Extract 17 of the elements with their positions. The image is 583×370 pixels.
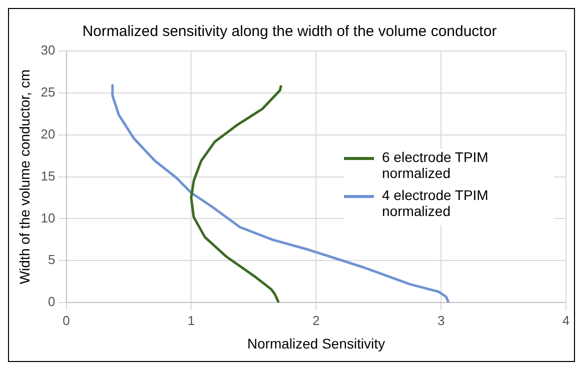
x-tick-label: 3 [437,312,445,328]
chart-title: Normalized sensitivity along the width of the volume conductor [82,23,497,40]
y-tick-label: 15 [40,168,56,184]
y-tick-label: 30 [40,42,56,58]
x-tick-label: 2 [312,312,320,328]
x-tick-label: 4 [562,312,570,328]
legend-label: 4 electrode TPIM normalized [382,187,490,219]
x-tick-label: 1 [188,312,195,328]
y-tick-label: 25 [40,84,56,100]
y-tick-label: 5 [48,252,56,268]
x-axis-title: Normalized Sensitivity [247,335,385,352]
y-tick-label: 10 [40,210,56,226]
y-axis-title: Width of the volume conductor, cm [16,69,32,284]
y-tick-label: 20 [40,126,56,142]
legend-label: 6 electrode TPIM normalized [382,149,490,181]
x-tick-label: 0 [62,312,70,328]
y-tick-label: 0 [48,294,56,310]
